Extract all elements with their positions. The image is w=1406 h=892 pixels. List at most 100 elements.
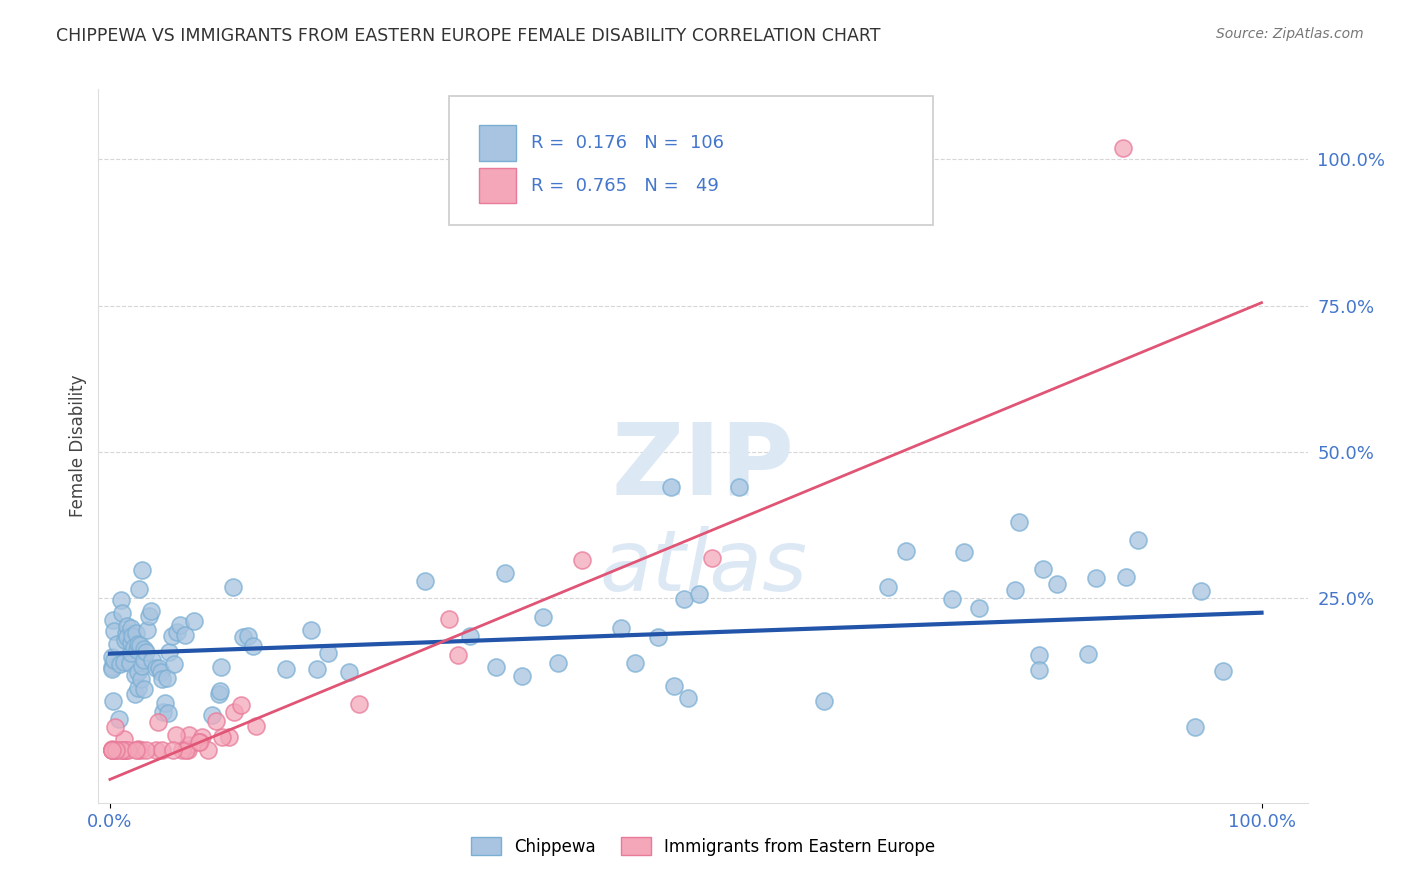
FancyBboxPatch shape (479, 168, 516, 203)
Point (112, 731, 135, 746)
Point (1128, 533, 1150, 547)
Point (676, 691, 699, 706)
Point (101, 650, 124, 665)
Point (413, 574, 436, 588)
Point (152, 705, 174, 719)
Point (157, 644, 180, 658)
Text: R =  0.765   N =   49: R = 0.765 N = 49 (531, 177, 720, 194)
Point (201, 708, 224, 723)
Point (105, 743, 128, 757)
Point (127, 681, 149, 695)
Point (121, 629, 143, 643)
Text: ZIP: ZIP (612, 419, 794, 516)
Legend: Chippewa, Immigrants from Eastern Europe: Chippewa, Immigrants from Eastern Europe (464, 830, 942, 863)
Point (127, 743, 149, 757)
Point (209, 683, 232, 698)
Point (1046, 577, 1069, 591)
Point (131, 659, 153, 673)
Point (209, 660, 232, 674)
Point (967, 600, 990, 615)
Point (160, 629, 183, 643)
Point (1189, 583, 1212, 598)
Point (1084, 571, 1107, 585)
Text: R =  0.176   N =  106: R = 0.176 N = 106 (531, 134, 724, 152)
Point (166, 624, 188, 639)
Point (120, 646, 142, 660)
Point (115, 743, 138, 757)
Point (104, 743, 127, 757)
Point (204, 714, 226, 728)
Point (131, 743, 153, 757)
Point (174, 628, 197, 642)
Text: atlas: atlas (599, 525, 807, 609)
Point (128, 638, 150, 652)
Point (112, 655, 135, 669)
Point (941, 592, 963, 607)
Point (188, 734, 211, 748)
FancyBboxPatch shape (479, 125, 516, 161)
Point (141, 652, 163, 666)
Point (1184, 720, 1206, 734)
Point (156, 671, 179, 685)
Point (1112, 141, 1135, 155)
Point (1028, 664, 1050, 678)
Point (138, 608, 160, 623)
Point (494, 566, 516, 581)
Point (101, 659, 124, 673)
Point (101, 743, 124, 757)
Point (157, 706, 180, 721)
Point (176, 738, 198, 752)
Point (673, 591, 696, 606)
Point (188, 735, 211, 749)
Point (148, 714, 170, 729)
Point (132, 681, 155, 696)
Point (135, 623, 157, 637)
Point (114, 626, 136, 640)
Point (105, 637, 128, 651)
Point (103, 653, 125, 667)
Point (610, 621, 633, 635)
Point (1212, 665, 1234, 679)
Point (337, 665, 360, 680)
Point (307, 662, 329, 676)
Point (103, 613, 125, 627)
Point (169, 618, 191, 632)
Point (124, 625, 146, 640)
Point (245, 718, 267, 732)
Point (702, 550, 724, 565)
Text: CHIPPEWA VS IMMIGRANTS FROM EASTERN EUROPE FEMALE DISABILITY CORRELATION CHART: CHIPPEWA VS IMMIGRANTS FROM EASTERN EURO… (56, 27, 880, 45)
Point (120, 636, 142, 650)
Point (179, 728, 201, 742)
Point (112, 743, 135, 757)
Point (242, 639, 264, 653)
Point (222, 705, 245, 719)
Point (222, 580, 245, 594)
Point (647, 630, 669, 644)
Point (117, 631, 139, 645)
Point (112, 743, 135, 757)
Point (728, 480, 751, 494)
Point (485, 660, 508, 674)
Point (101, 743, 124, 757)
Point (153, 696, 176, 710)
Point (135, 644, 157, 658)
Point (101, 694, 124, 708)
Point (274, 662, 297, 676)
Point (661, 480, 683, 494)
Point (104, 720, 127, 734)
Point (103, 624, 125, 639)
Point (1028, 648, 1050, 663)
Point (108, 743, 131, 757)
Point (197, 743, 219, 757)
Point (108, 712, 131, 726)
Point (877, 580, 900, 594)
Point (1114, 570, 1136, 584)
Point (127, 665, 149, 679)
Point (447, 648, 470, 662)
Point (141, 604, 163, 618)
Point (571, 552, 593, 566)
Point (111, 607, 134, 621)
Point (110, 593, 132, 607)
Point (150, 673, 173, 687)
Point (118, 656, 141, 670)
